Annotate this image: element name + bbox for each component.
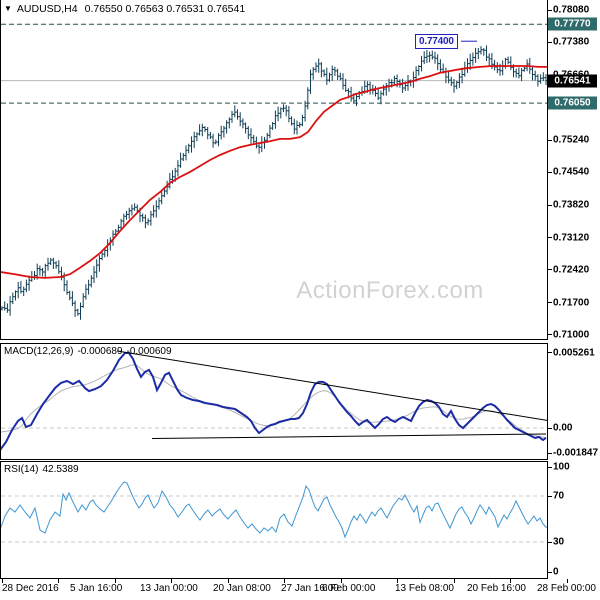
current-price-box: 0.76541 xyxy=(548,74,597,88)
price-tick-label: 0.75240 xyxy=(553,134,590,146)
time-tick-mark xyxy=(58,579,59,583)
macd-value-signal: -0.000609 xyxy=(126,346,172,357)
symbol-period: AUDUSD,H4 xyxy=(16,3,78,15)
rsi-tick-mark xyxy=(548,466,552,468)
price-tick-label: 0.77380 xyxy=(553,36,590,48)
time-tick-mark xyxy=(284,579,285,583)
time-tick-mark xyxy=(341,579,342,583)
time-label: 13 Feb 08:00 xyxy=(395,583,454,594)
time-tick-mark xyxy=(510,579,511,583)
price-tick-mark xyxy=(548,237,552,239)
price-tick-label: 0.78080 xyxy=(553,4,590,16)
price-tick-label: 0.72420 xyxy=(553,264,590,276)
macd-panel[interactable] xyxy=(0,343,548,460)
price-tick-label: 0.74540 xyxy=(553,166,590,178)
macd-trendline-2 xyxy=(151,433,547,439)
macd-indicator-label: MACD(12,26,9) -0.000689 -0.000609 xyxy=(4,346,176,357)
price-tick-mark xyxy=(548,171,552,173)
level-price-box-0.77770: 0.77770 xyxy=(548,17,597,31)
time-tick-mark xyxy=(2,579,3,583)
ohlc-bars xyxy=(1,45,547,320)
time-label: 20 Jan 08:00 xyxy=(213,583,271,594)
time-tick-mark xyxy=(115,579,116,583)
rsi-tick-mark xyxy=(548,541,552,543)
price-tick-mark xyxy=(548,41,552,43)
price-annotation-0.7740: 0.77400 xyxy=(415,34,458,49)
macd-tick-mark xyxy=(548,427,552,429)
time-label: 13 Jan 00:00 xyxy=(140,583,198,594)
rsi-tick-label: 30 xyxy=(553,536,565,548)
moving-average-line xyxy=(1,65,547,279)
time-tick-mark xyxy=(397,579,398,583)
chart-title: ▼ AUDUSD,H4 0.76550 0.76563 0.76531 0.7654… xyxy=(4,3,245,15)
ohlc-quotes: 0.76550 0.76563 0.76531 0.76541 xyxy=(84,3,246,15)
rsi-tick-mark xyxy=(548,495,552,497)
price-tick-label: 0.73820 xyxy=(553,199,590,211)
rsi-tick-label: 70 xyxy=(553,490,565,502)
price-tick-mark xyxy=(548,204,552,206)
time-tick-mark xyxy=(171,579,172,583)
time-label: 28 Feb 00:00 xyxy=(537,583,596,594)
rsi-tick-label: 100 xyxy=(553,461,570,473)
rsi-line xyxy=(1,481,547,539)
price-tick-label: 0.71000 xyxy=(553,329,590,341)
time-label: 6 Feb 00:00 xyxy=(322,583,376,594)
macd-tick-mark xyxy=(548,352,552,354)
price-tick-mark xyxy=(548,269,552,271)
price-tick-mark xyxy=(548,334,552,336)
price-tick-mark xyxy=(548,302,552,304)
macd-tick-label: -0.001847 xyxy=(553,447,599,459)
macd-tick-mark xyxy=(548,452,552,454)
symbol-marker-icon: ▼ xyxy=(4,4,12,13)
level-price-box-0.76050: 0.76050 xyxy=(548,96,597,110)
rsi-panel[interactable] xyxy=(0,461,548,579)
macd-trendline-1 xyxy=(116,350,547,421)
price-tick-mark xyxy=(548,139,552,141)
macd-title: MACD(12,26,9) xyxy=(4,346,74,357)
time-label: 28 Dec 2016 xyxy=(2,583,59,594)
macd-value-main: -0.000689 xyxy=(77,346,123,357)
rsi-tick-label: 0 xyxy=(553,566,559,578)
price-tick-label: 0.71700 xyxy=(553,297,590,309)
rsi-title: RSI(14) xyxy=(4,464,39,475)
macd-signal-line xyxy=(1,364,547,439)
macd-main-line xyxy=(1,352,547,451)
rsi-indicator-label: RSI(14) 42.5389 xyxy=(4,464,83,475)
rsi-value: 42.5389 xyxy=(42,464,79,475)
macd-tick-label: 0.005261 xyxy=(553,347,595,359)
time-tick-mark xyxy=(454,579,455,583)
time-label: 5 Jan 16:00 xyxy=(70,583,123,594)
watermark: ActionForex.com xyxy=(296,277,484,304)
time-tick-mark xyxy=(567,579,568,583)
time-tick-mark xyxy=(228,579,229,583)
time-label: 27 Jan 16:00 xyxy=(281,583,339,594)
macd-tick-label: 0.00 xyxy=(553,422,573,434)
price-tick-label: 0.73120 xyxy=(553,232,590,244)
time-label: 20 Feb 16:00 xyxy=(467,583,526,594)
price-tick-mark xyxy=(548,9,552,11)
rsi-tick-mark xyxy=(548,571,552,573)
